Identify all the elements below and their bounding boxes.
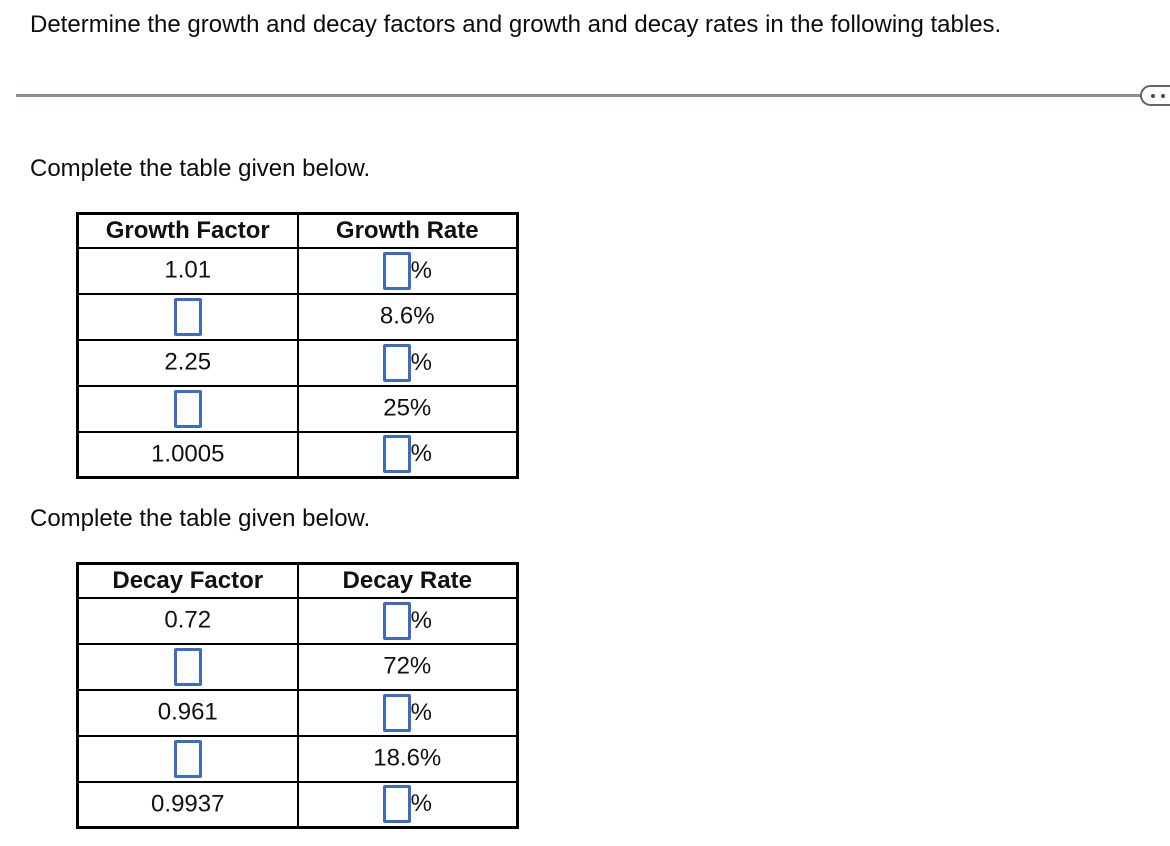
rate-cell: 72%: [296, 642, 519, 691]
ellipsis-icon: [1161, 93, 1165, 98]
header-row: Decay Factor Decay Rate: [76, 562, 519, 599]
answer-input-box[interactable]: [173, 647, 202, 686]
answer-input-box[interactable]: [382, 343, 411, 382]
factor-cell: [76, 384, 299, 433]
factor-cell: [76, 642, 299, 691]
table-row: 25%: [76, 384, 519, 433]
answer-input-box[interactable]: [173, 297, 202, 336]
factor-rate-table: Decay Factor Decay Rate 0.72% 72% 0.961% 18…: [76, 562, 519, 829]
table-row: 2.25%: [76, 338, 519, 387]
table-row: 0.9937%: [76, 780, 519, 829]
answer-input-box[interactable]: [382, 251, 411, 290]
percent-suffix: %: [410, 606, 432, 634]
rate-column-header: Decay Rate: [296, 562, 519, 599]
rate-cell: 8.6%: [296, 292, 519, 341]
rate-cell: %: [296, 688, 519, 737]
rate-cell: %: [296, 596, 519, 645]
factor-cell: [76, 292, 299, 341]
cell-value: 0.9937: [151, 790, 225, 818]
cell-value: 72%: [383, 652, 432, 680]
table-row: 1.0005%: [76, 430, 519, 479]
answer-input-box[interactable]: [382, 785, 411, 824]
rate-cell: %: [296, 780, 519, 829]
rate-cell: %: [296, 246, 519, 295]
factor-cell: 0.9937: [76, 780, 299, 829]
answer-input-box[interactable]: [173, 739, 202, 778]
percent-suffix: %: [410, 440, 432, 468]
percent-suffix: %: [410, 698, 432, 726]
cell-value: 2.25: [164, 348, 212, 376]
page-title: Determine the growth and decay factors a…: [30, 11, 1002, 38]
table-row: 8.6%: [76, 292, 519, 341]
instruction-text: Complete the table given below.: [30, 155, 371, 182]
percent-suffix: %: [410, 256, 432, 284]
table-row: 0.72%: [76, 596, 519, 645]
instruction-text: Complete the table given below.: [30, 505, 371, 532]
factor-cell: 1.0005: [76, 430, 299, 479]
factor-cell: 2.25: [76, 338, 299, 387]
table-section: Complete the table given below. Growth F…: [30, 155, 519, 479]
percent-suffix: %: [410, 790, 432, 818]
rate-cell: 25%: [296, 384, 519, 433]
table-row: 0.961%: [76, 688, 519, 737]
table-section: Complete the table given below. Decay Fa…: [30, 505, 519, 829]
cell-value: 1.01: [164, 256, 212, 284]
factor-rate-table: Growth Factor Growth Rate 1.01% 8.6% 2.25%…: [76, 212, 519, 479]
answer-input-box[interactable]: [382, 601, 411, 640]
factor-cell: [76, 734, 299, 783]
cell-value: 18.6%: [373, 744, 442, 772]
factor-cell: 0.72: [76, 596, 299, 645]
divider-line: [16, 94, 1144, 97]
rate-cell: %: [296, 338, 519, 387]
rate-cell: %: [296, 430, 519, 479]
cell-value: 0.72: [164, 606, 212, 634]
more-options-button[interactable]: [1140, 85, 1170, 106]
factor-cell: 1.01: [76, 246, 299, 295]
cell-value: 8.6%: [379, 302, 435, 330]
answer-input-box[interactable]: [382, 693, 411, 732]
percent-suffix: %: [410, 348, 432, 376]
cell-value: 0.961: [157, 698, 218, 726]
factor-column-header: Decay Factor: [76, 562, 299, 599]
factor-cell: 0.961: [76, 688, 299, 737]
cell-value: 25%: [383, 394, 432, 422]
rate-column-header: Growth Rate: [296, 212, 519, 249]
rate-cell: 18.6%: [296, 734, 519, 783]
cell-value: 1.0005: [151, 440, 225, 468]
ellipsis-icon: [1151, 93, 1155, 98]
header-row: Growth Factor Growth Rate: [76, 212, 519, 249]
table-row: 18.6%: [76, 734, 519, 783]
table-row: 72%: [76, 642, 519, 691]
factor-column-header: Growth Factor: [76, 212, 299, 249]
answer-input-box[interactable]: [382, 435, 411, 474]
table-row: 1.01%: [76, 246, 519, 295]
answer-input-box[interactable]: [173, 389, 202, 428]
